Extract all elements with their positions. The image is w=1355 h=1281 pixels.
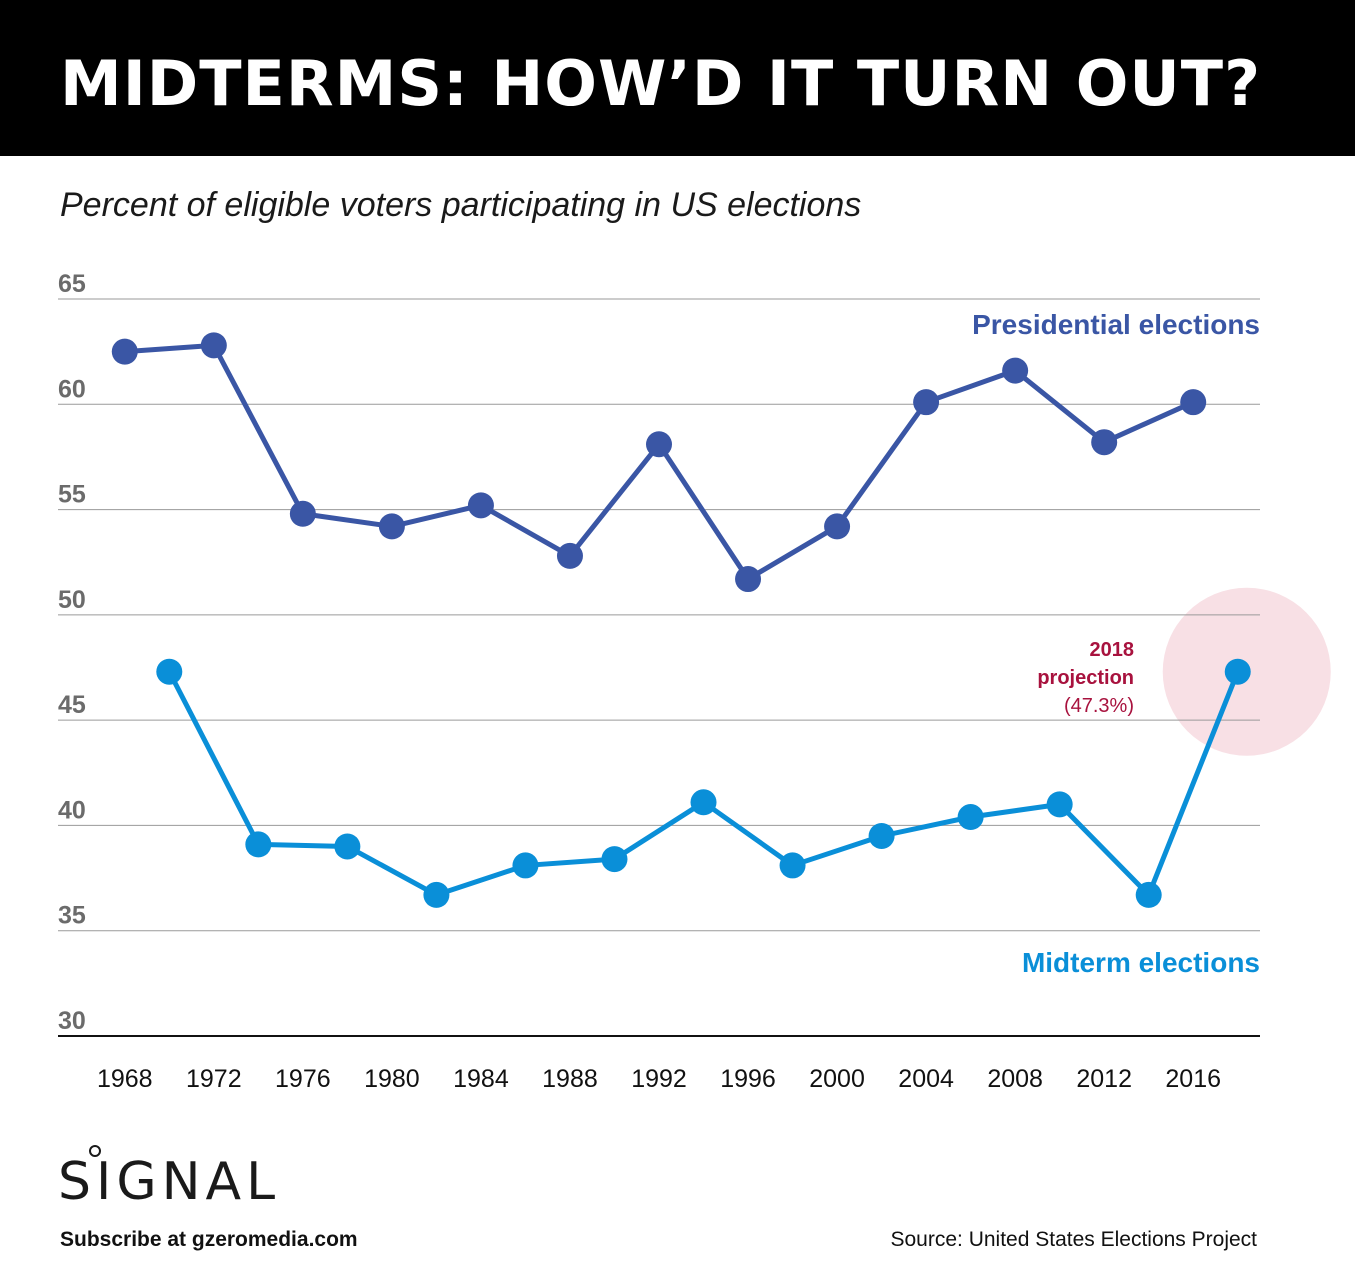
presidential-data-point (200, 332, 227, 359)
projection-annotation-line: projection (1037, 667, 1134, 689)
presidential-data-point (735, 566, 762, 593)
header-bar (0, 0, 1355, 156)
presidential-data-point (913, 389, 940, 416)
y-tick-label: 65 (58, 270, 86, 298)
presidential-data-point (824, 513, 851, 540)
midterm-data-point (245, 831, 272, 858)
projection-annotation-line: 2018 (1090, 639, 1135, 661)
x-tick-label: 1968 (97, 1065, 153, 1093)
presidential-data-point (289, 500, 316, 527)
signal-logo: SIGNAL (58, 1152, 281, 1212)
y-tick-label: 60 (58, 375, 86, 403)
presidential-data-point (1180, 389, 1207, 416)
y-tick-label: 35 (58, 902, 86, 930)
y-tick-label: 40 (58, 796, 86, 824)
y-tick-label: 30 (58, 1007, 86, 1035)
midterm-data-point (423, 881, 450, 908)
presidential-data-point (646, 431, 672, 458)
x-tick-label: 2004 (898, 1065, 954, 1093)
midterm-data-point (601, 846, 628, 873)
midterm-data-point (1046, 791, 1073, 818)
page-title: MIDTERMS: HOW’D IT TURN OUT? (60, 47, 1262, 120)
presidential-data-point (378, 513, 405, 540)
presidential-data-point (111, 338, 138, 365)
x-tick-label: 2016 (1165, 1065, 1221, 1093)
x-tick-label: 2008 (987, 1065, 1043, 1093)
source-note: Source: United States Elections Project (890, 1228, 1257, 1251)
y-tick-label: 55 (58, 481, 86, 509)
presidential-data-point (556, 542, 583, 569)
midterm-data-point (868, 822, 895, 849)
presidential-series-line (124, 342, 1195, 582)
midterm-series-label: Midterm elections (1022, 947, 1260, 978)
y-tick-label: 45 (58, 691, 86, 719)
midterm-data-point (1135, 881, 1162, 908)
presidential-series-label: Presidential elections (972, 309, 1260, 340)
midterm-data-point (779, 852, 806, 879)
midterm-data-point (690, 789, 717, 816)
projection-annotation-line: (47.3%) (1064, 695, 1134, 717)
x-tick-label: 1972 (186, 1065, 242, 1093)
presidential-data-point (467, 492, 494, 519)
midterm-data-point (512, 852, 539, 879)
presidential-data-point (1002, 357, 1029, 384)
midterm-data-point (957, 804, 984, 831)
x-tick-label: 1992 (631, 1065, 687, 1093)
x-tick-label: 1980 (364, 1065, 420, 1093)
x-tick-label: 1988 (542, 1065, 598, 1093)
y-tick-label: 50 (58, 586, 86, 614)
x-tick-label: 1996 (720, 1065, 776, 1093)
subscribe-link[interactable]: Subscribe at gzeromedia.com (60, 1228, 358, 1251)
x-tick-label: 2000 (809, 1065, 865, 1093)
x-tick-label: 1984 (453, 1065, 509, 1093)
presidential-data-point (1091, 429, 1118, 456)
midterm-data-point (334, 833, 361, 860)
x-tick-label: 1976 (275, 1065, 331, 1093)
midterm-data-point (156, 658, 183, 685)
chart-subtitle: Percent of eligible voters participating… (60, 186, 862, 224)
midterm-data-point (1224, 658, 1251, 685)
logo-dot-icon (89, 1145, 101, 1157)
x-tick-label: 2012 (1076, 1065, 1132, 1093)
